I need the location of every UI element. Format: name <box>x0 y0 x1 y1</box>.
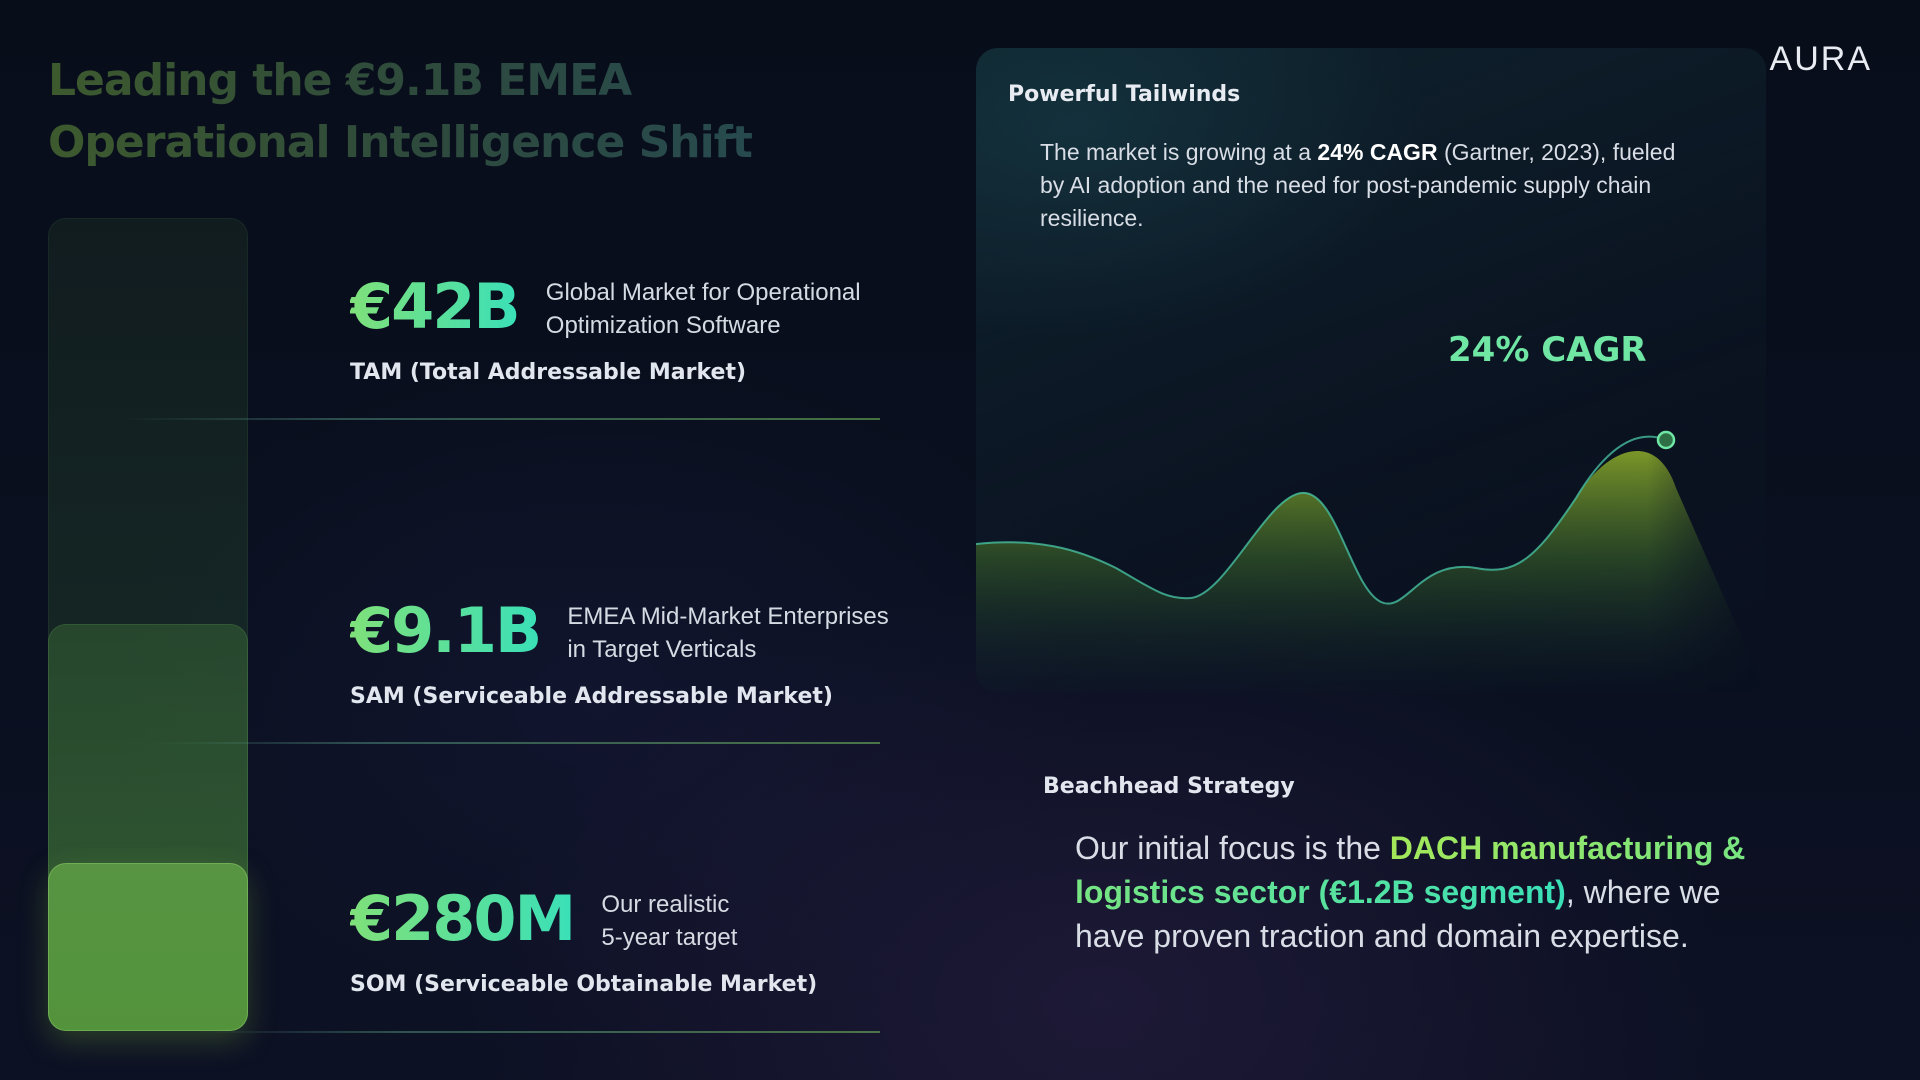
som-description-line-1: Our realistic <box>601 891 730 918</box>
tam-divider <box>120 418 880 420</box>
tam-description-line-1: Global Market for Operational <box>545 279 861 306</box>
page-title-line-1: Leading the €9.1B EMEA <box>48 55 632 106</box>
som-description: Our realistic 5-year target <box>601 888 737 954</box>
beachhead-title: Beachhead Strategy <box>1043 774 1295 799</box>
som-block: €280M Our realistic 5-year target SOM (S… <box>350 882 818 998</box>
sam-description: EMEA Mid-Market Enterprises in Target Ve… <box>567 600 888 666</box>
beachhead-body-post: , where we have proven traction and doma… <box>1075 874 1721 954</box>
tam-value: €42B <box>350 270 521 343</box>
som-divider <box>200 1031 880 1033</box>
beachhead-highlight: DACH manufacturing & logistics sector (€… <box>1075 830 1746 910</box>
tailwinds-body-bold: 24% CAGR <box>1317 139 1438 165</box>
beachhead-body-pre: Our initial focus is the <box>1075 830 1390 866</box>
brand-logo: AURA <box>1769 40 1872 78</box>
beachhead-body: Our initial focus is the DACH manufactur… <box>1075 826 1795 958</box>
tam-label: TAM (Total Addressable Market) <box>350 360 747 385</box>
tailwinds-title: Powerful Tailwinds <box>1008 82 1241 107</box>
cagr-marker <box>1656 430 1676 450</box>
page-title-line-2: Operational Intelligence Shift <box>48 117 752 168</box>
tam-block: €42B Global Market for Operational Optim… <box>350 270 861 386</box>
sam-label: SAM (Serviceable Addressable Market) <box>350 684 833 709</box>
sam-description-line-2: in Target Verticals <box>567 636 757 663</box>
som-label: SOM (Serviceable Obtainable Market) <box>350 972 818 997</box>
tam-description-line-2: Optimization Software <box>545 312 781 339</box>
cagr-label: 24% CAGR <box>1448 330 1647 370</box>
sam-block: €9.1B EMEA Mid-Market Enterprises in Tar… <box>350 594 889 710</box>
tailwinds-body: The market is growing at a 24% CAGR (Gar… <box>1040 136 1680 235</box>
tailwinds-body-pre: The market is growing at a <box>1040 139 1318 165</box>
som-value: €280M <box>350 882 576 955</box>
tailwinds-card: Powerful Tailwinds The market is growing… <box>976 48 1766 693</box>
som-description-line-2: 5-year target <box>601 924 738 951</box>
tailwinds-body-post: (Gartner, 2023), fueled by AI adoption a… <box>1040 139 1676 231</box>
tam-description: Global Market for Operational Optimizati… <box>546 276 861 342</box>
growth-area-chart <box>976 430 1766 693</box>
page-title: Leading the €9.1B EMEA Operational Intel… <box>48 50 868 174</box>
sam-description-line-1: EMEA Mid-Market Enterprises <box>567 603 889 630</box>
som-bar <box>48 863 248 1031</box>
growth-area-fill <box>976 450 1766 693</box>
growth-line <box>976 435 1667 605</box>
sam-divider <box>150 742 880 744</box>
sam-value: €9.1B <box>350 594 542 667</box>
